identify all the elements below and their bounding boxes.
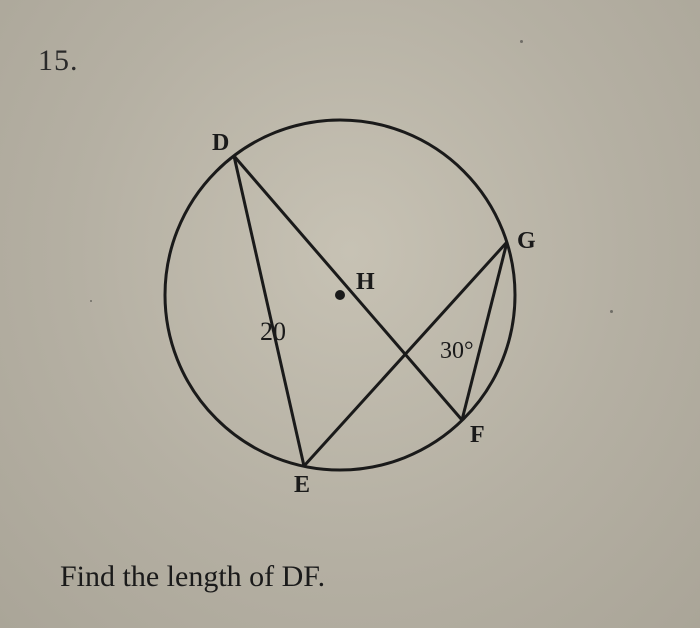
- page: 15. H D G F E 20 30° Find the length of DF.: [0, 0, 700, 628]
- label-F: F: [470, 422, 485, 448]
- speck: [520, 40, 523, 43]
- value-label-0: 20: [260, 317, 286, 346]
- speck: [610, 310, 613, 313]
- segment-D-F: [234, 156, 462, 420]
- label-E: E: [294, 472, 310, 498]
- question-prompt: Find the length of DF.: [60, 560, 325, 594]
- label-G: G: [517, 228, 536, 254]
- speck: [90, 300, 92, 302]
- segment-D-E: [234, 156, 304, 466]
- label-D: D: [212, 130, 229, 156]
- geometry-diagram: H D G F E 20 30°: [110, 90, 570, 520]
- problem-number: 15.: [38, 44, 79, 78]
- label-H: H: [356, 269, 375, 295]
- value-label-1: 30°: [440, 338, 474, 364]
- center-point: [335, 290, 345, 300]
